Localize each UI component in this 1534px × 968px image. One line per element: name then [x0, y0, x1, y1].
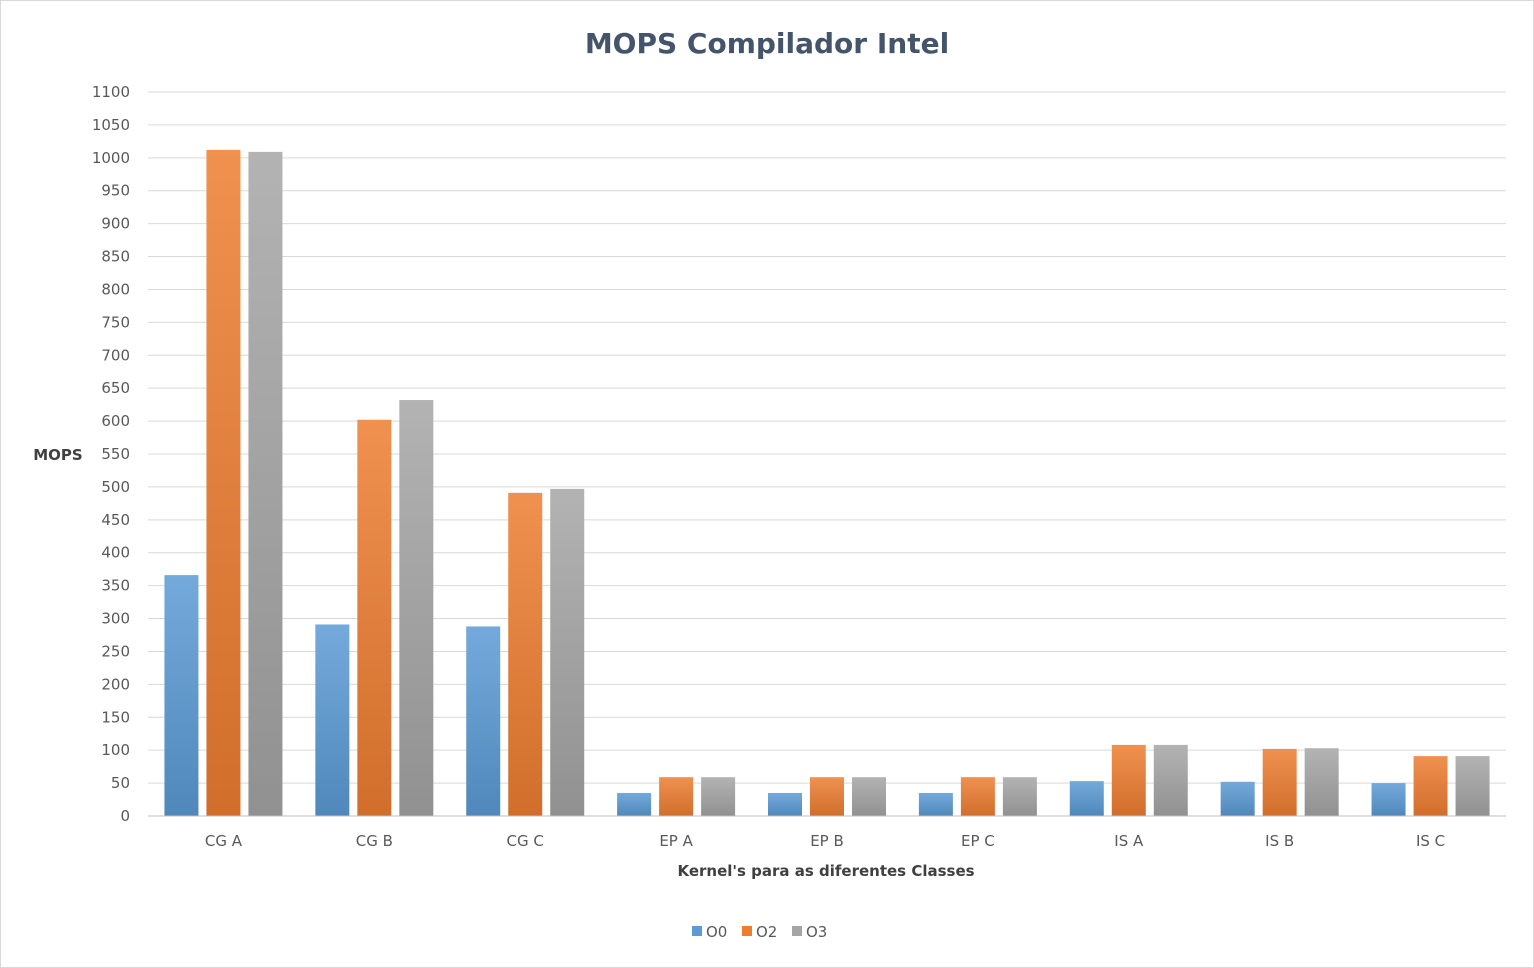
x-tick-label: CG B [356, 832, 393, 850]
x-tick-label: IS B [1265, 832, 1294, 850]
y-axis-ticks: 0 50 100 150 200 250 300 350 400 450 500 550 600 650 7… [92, 83, 130, 825]
y-tick-label: 500 [101, 478, 130, 496]
legend-label: O0 [706, 923, 727, 941]
bar-O3-CG-C [550, 488, 585, 816]
bar-O0-CG-B [315, 624, 350, 816]
y-tick-label: 750 [101, 313, 130, 331]
y-tick-label: 1050 [92, 116, 130, 134]
bar-O3-CG-A [248, 151, 283, 817]
bar-O0-EP-B [768, 792, 802, 816]
legend-label: O3 [806, 923, 827, 941]
bar-O3-IS-B [1304, 748, 1339, 816]
y-tick-label: 100 [101, 741, 130, 759]
x-tick-label: CG C [507, 832, 544, 850]
bar-O0-EP-C [918, 792, 953, 816]
legend-label: O2 [756, 923, 777, 941]
bar-O2-EP-B [810, 777, 844, 816]
x-tick-label: EP A [659, 832, 693, 850]
x-tick-label: IS A [1114, 832, 1144, 850]
bar-O3-CG-B [399, 400, 434, 816]
bar-O2-IS-C [1413, 756, 1448, 816]
x-tick-label: CG A [205, 832, 243, 850]
x-axis-ticks: CG A CG B CG C EP A EP B EP C IS A IS B IS C [205, 832, 1445, 850]
y-tick-label: 150 [101, 708, 130, 726]
bar-O0-IS-B [1220, 781, 1255, 816]
legend-swatch [742, 926, 752, 936]
bar-O2-EP-A [659, 777, 694, 816]
bar-O2-CG-C [508, 492, 543, 816]
legend-item-O3: O3 [792, 923, 827, 941]
y-tick-label: 650 [101, 379, 130, 397]
bar-O3-EP-C [1002, 777, 1037, 816]
bar-O0-IS-A [1069, 781, 1104, 816]
y-tick-label: 50 [111, 774, 130, 792]
gridlines [148, 91, 1506, 784]
bar-O2-IS-A [1111, 744, 1146, 816]
y-tick-label: 0 [120, 807, 130, 825]
legend-item-O0: O0 [692, 923, 727, 941]
bar-O2-CG-B [357, 419, 392, 816]
y-tick-label: 700 [101, 346, 130, 364]
bar-O0-CG-A [164, 575, 199, 816]
x-tick-label: EP B [810, 832, 844, 850]
legend-swatch [692, 926, 702, 936]
bar-O0-IS-C [1371, 783, 1406, 816]
bar-O0-CG-C [466, 626, 501, 816]
y-axis-title: MOPS [33, 446, 82, 464]
x-tick-label: IS C [1416, 832, 1445, 850]
chart-title: MOPS Compilador Intel [585, 27, 949, 60]
bar-O2-IS-B [1262, 748, 1297, 816]
y-tick-label: 400 [101, 544, 130, 562]
y-tick-label: 350 [101, 577, 130, 595]
bar-O3-EP-A [701, 777, 736, 816]
y-tick-label: 200 [101, 675, 130, 693]
legend-item-O2: O2 [742, 923, 777, 941]
x-axis-title: Kernel's para as diferentes Classes [677, 862, 974, 880]
y-tick-label: 300 [101, 610, 130, 628]
y-tick-label: 950 [101, 182, 130, 200]
y-tick-label: 250 [101, 642, 130, 660]
y-tick-label: 850 [101, 248, 130, 266]
x-tick-label: EP C [961, 832, 995, 850]
y-tick-label: 600 [101, 412, 130, 430]
y-tick-label: 450 [101, 511, 130, 529]
bars [164, 149, 1490, 817]
bar-O3-EP-B [852, 777, 886, 816]
bar-O3-IS-C [1455, 756, 1490, 816]
y-tick-label: 800 [101, 280, 130, 298]
bar-O2-CG-A [206, 149, 241, 817]
y-tick-label: 1000 [92, 149, 130, 167]
y-tick-label: 900 [101, 215, 130, 233]
legend-swatch [792, 926, 802, 936]
bar-O0-EP-A [617, 792, 652, 816]
y-tick-label: 1100 [92, 83, 130, 101]
y-tick-label: 550 [101, 445, 130, 463]
legend: O0 O2 O3 [692, 923, 827, 941]
bar-O2-EP-C [960, 777, 995, 816]
bar-O3-IS-A [1153, 744, 1188, 816]
